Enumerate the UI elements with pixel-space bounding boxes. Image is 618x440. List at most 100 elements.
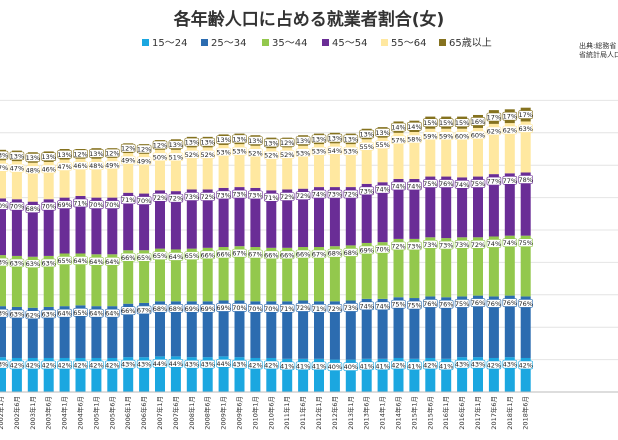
data-label: 60% [471, 131, 485, 139]
data-label: 73% [407, 242, 421, 250]
data-label: 73% [185, 193, 199, 201]
data-label-box [248, 303, 263, 313]
data-label-box [407, 300, 422, 310]
bar-segment [0, 357, 6, 392]
data-label: 72% [471, 241, 485, 249]
data-label-box [0, 201, 9, 210]
data-label: 60% [455, 132, 469, 140]
bar-segment [250, 145, 261, 188]
data-label: 12% [280, 139, 294, 147]
data-label-box [518, 175, 534, 184]
bar-segment [59, 357, 70, 392]
legend-swatch [322, 39, 329, 46]
bar-segment [155, 248, 165, 302]
bar-segment [202, 357, 213, 392]
data-label-box [248, 190, 263, 200]
data-label: 77% [487, 178, 501, 186]
data-label-box [470, 130, 486, 140]
data-label-box [454, 239, 470, 249]
x-tick-label: 2005年1月 [91, 396, 100, 430]
data-label: 76% [487, 300, 501, 308]
data-label: 74% [375, 186, 389, 194]
bar-segment [155, 356, 165, 392]
bar-segment [75, 357, 86, 392]
data-label: 75% [518, 239, 532, 247]
x-axis: 2002年1月 2002年6月 2003年1月 2003年6月 2004年1月 2004年… [0, 391, 618, 430]
data-label: 17% [487, 114, 501, 122]
data-label: 69% [200, 305, 214, 313]
data-label-box [136, 156, 152, 166]
data-label-box [89, 200, 104, 209]
data-label: 63% [0, 310, 8, 318]
x-tick-label: 2006年6月 [139, 396, 148, 430]
bar-segment [250, 301, 261, 358]
legend-swatch [262, 39, 269, 46]
data-label: 57% [391, 136, 405, 144]
data-label-box [168, 152, 184, 162]
data-label: 53% [312, 148, 326, 156]
data-label: 62% [487, 127, 501, 135]
data-label-box [295, 136, 311, 145]
data-label-box [120, 359, 136, 369]
data-label: 65% [57, 257, 71, 265]
x-tick-label: 2008年1月 [187, 396, 196, 430]
bar-segment [11, 357, 22, 392]
data-label: 59% [423, 132, 437, 140]
data-label-box [0, 163, 9, 172]
data-label-box [200, 137, 215, 147]
bar-segment [123, 357, 134, 392]
bar-segment [298, 188, 309, 248]
data-label-box [375, 140, 390, 149]
data-label-box [263, 250, 279, 260]
data-label-box [407, 181, 422, 191]
data-label-box [120, 155, 136, 165]
legend-swatch [201, 39, 208, 46]
x-tick-label: 2009年6月 [235, 396, 244, 430]
data-label: 52% [200, 151, 214, 159]
data-label-box [216, 249, 231, 259]
bar-segment [43, 199, 54, 256]
data-label: 49% [121, 157, 135, 165]
bar-segment [393, 178, 404, 239]
data-label: 63% [41, 310, 55, 318]
data-label-box [120, 252, 136, 262]
data-label: 71% [280, 305, 294, 313]
data-label: 43% [471, 361, 485, 369]
bar-segment [43, 255, 54, 307]
data-label-box [89, 308, 104, 318]
data-label: 42% [518, 361, 532, 369]
bar-segment [441, 238, 452, 298]
x-tick-label: 2002年1月 [0, 396, 5, 430]
data-label-box [136, 144, 152, 154]
data-label-box [89, 360, 104, 370]
data-label-box [25, 165, 41, 175]
data-label-box [89, 161, 104, 171]
data-label-box [184, 303, 200, 313]
data-label-box [407, 122, 422, 131]
data-label: 74% [312, 191, 326, 199]
data-label-box [41, 152, 57, 161]
data-label: 66% [296, 251, 310, 259]
bar-segment [282, 301, 293, 359]
bar-segment [266, 357, 277, 392]
bar-segment [123, 192, 134, 251]
bar-segment [329, 301, 340, 360]
data-label: 41% [375, 362, 389, 370]
data-label-box [120, 143, 136, 153]
data-label-box [343, 362, 359, 371]
data-label: 13% [10, 152, 24, 160]
data-label-box [152, 152, 168, 162]
data-label-box [518, 110, 534, 119]
data-label: 74% [359, 302, 373, 310]
x-tick-label: 2003年1月 [28, 396, 37, 430]
data-label: 12% [121, 145, 135, 153]
legend-label: 35～44 [272, 38, 307, 49]
legend-swatch [381, 39, 388, 46]
bar-segment [27, 162, 38, 202]
data-label: 48% [89, 162, 103, 170]
data-label-box [470, 298, 486, 307]
data-label-box [279, 150, 295, 159]
data-label: 72% [200, 193, 214, 201]
data-label: 72% [296, 304, 310, 312]
data-label: 66% [280, 251, 294, 259]
